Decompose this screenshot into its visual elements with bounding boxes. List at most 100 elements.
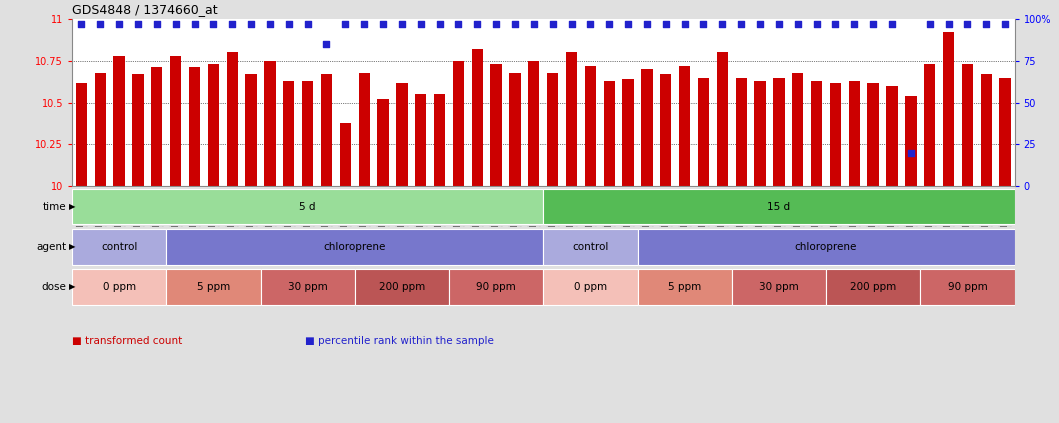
Bar [453, 61, 464, 186]
Point [92, 21, 109, 27]
Point [525, 21, 542, 27]
Bar [679, 66, 690, 186]
Point [827, 21, 844, 27]
Point [582, 21, 599, 27]
Bar [732, 269, 826, 305]
Point [600, 21, 617, 27]
Bar [340, 123, 351, 186]
Bar [698, 77, 710, 186]
Bar [170, 56, 181, 186]
Point [243, 21, 259, 27]
Point [337, 21, 354, 27]
Bar [566, 52, 577, 186]
Bar [265, 61, 275, 186]
Bar [925, 64, 935, 186]
Bar [76, 82, 87, 186]
Bar [132, 74, 144, 186]
Bar [886, 86, 898, 186]
Bar [830, 82, 841, 186]
Bar [642, 69, 652, 186]
Point [205, 21, 222, 27]
Bar [227, 52, 238, 186]
Bar [396, 82, 408, 186]
Bar [151, 68, 162, 186]
Bar [415, 94, 427, 186]
Bar [208, 64, 219, 186]
Point [300, 21, 317, 27]
Bar [543, 269, 638, 305]
Point [789, 21, 806, 27]
Bar [848, 81, 860, 186]
Text: ■ transformed count: ■ transformed count [72, 336, 182, 346]
Text: control: control [101, 242, 138, 252]
Point [771, 21, 788, 27]
Bar [638, 269, 732, 305]
Point [620, 21, 636, 27]
Text: 30 ppm: 30 ppm [288, 282, 327, 292]
Point [658, 21, 675, 27]
Point [544, 21, 561, 27]
Point [356, 21, 373, 27]
Bar [604, 81, 615, 186]
Point [111, 21, 127, 27]
Bar [811, 81, 822, 186]
Bar [543, 189, 1015, 224]
Point [223, 21, 240, 27]
Bar [166, 229, 543, 264]
Bar [1000, 77, 1010, 186]
Text: 90 ppm: 90 ppm [477, 282, 516, 292]
Bar [321, 74, 333, 186]
Text: agent: agent [37, 242, 67, 252]
Bar [471, 49, 483, 186]
Text: ▶: ▶ [69, 283, 75, 291]
Bar [434, 94, 445, 186]
Bar [355, 269, 449, 305]
Text: chloroprene: chloroprene [795, 242, 857, 252]
Point [487, 21, 505, 27]
Point [752, 21, 769, 27]
Text: 5 ppm: 5 ppm [197, 282, 230, 292]
Point [808, 21, 825, 27]
Point [375, 21, 392, 27]
Bar [72, 269, 166, 305]
Bar [548, 72, 558, 186]
Point [186, 21, 203, 27]
Bar [920, 269, 1015, 305]
Point [450, 21, 467, 27]
Text: ▶: ▶ [69, 202, 75, 211]
Bar [449, 269, 543, 305]
Point [394, 21, 411, 27]
Text: dose: dose [42, 282, 67, 292]
Text: 90 ppm: 90 ppm [948, 282, 987, 292]
Bar [359, 72, 370, 186]
Point [846, 21, 863, 27]
Bar [962, 64, 973, 186]
Text: ■ percentile rank within the sample: ■ percentile rank within the sample [305, 336, 493, 346]
Bar [623, 79, 633, 186]
Bar [261, 269, 355, 305]
Bar [94, 72, 106, 186]
Text: 0 ppm: 0 ppm [103, 282, 136, 292]
Bar [638, 229, 1015, 264]
Point [677, 21, 694, 27]
Bar [189, 68, 200, 186]
Point [563, 21, 580, 27]
Point [167, 21, 184, 27]
Bar [736, 77, 747, 186]
Bar [585, 66, 596, 186]
Bar [660, 74, 671, 186]
Bar [905, 96, 916, 186]
Text: 200 ppm: 200 ppm [379, 282, 425, 292]
Bar [283, 81, 294, 186]
Text: time: time [43, 202, 67, 212]
Point [469, 21, 486, 27]
Point [73, 21, 90, 27]
Point [733, 21, 750, 27]
Bar [509, 72, 521, 186]
Text: 5 ppm: 5 ppm [668, 282, 701, 292]
Bar [943, 33, 954, 186]
Point [714, 21, 731, 27]
Bar [981, 74, 992, 186]
Bar [246, 74, 256, 186]
Point [262, 21, 279, 27]
